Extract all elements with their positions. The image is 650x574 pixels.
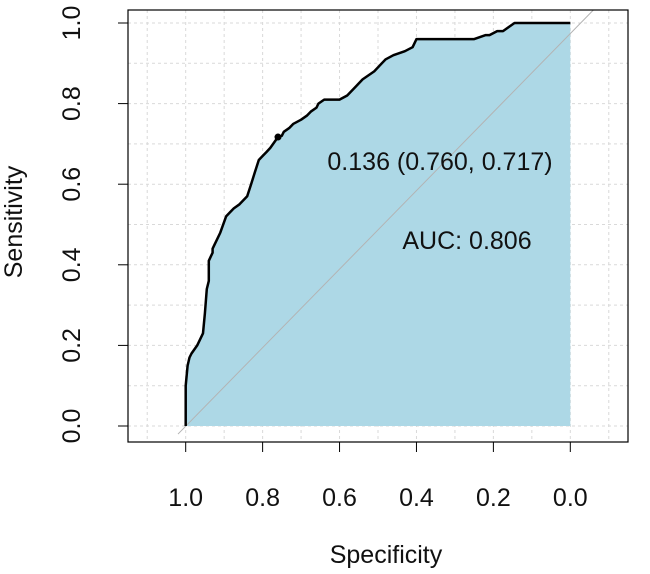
x-tick-label: 0.0 — [553, 484, 588, 512]
x-tick-label: 0.8 — [245, 484, 280, 512]
y-tick-label: 0.2 — [58, 328, 86, 363]
x-tick-label: 0.2 — [476, 484, 511, 512]
auc-annotation: AUC: 0.806 — [402, 227, 531, 255]
plot-frame — [127, 9, 629, 443]
roc-area-layer — [177, 9, 594, 435]
y-tick-label: 1.0 — [58, 6, 86, 41]
y-tick-label: 0.4 — [58, 247, 86, 282]
best-threshold-point — [274, 133, 282, 141]
y-axis-title: Sensitivity — [0, 165, 28, 278]
x-axis-title: Specificity — [330, 541, 443, 569]
roc-curve-line — [184, 21, 571, 426]
y-tick-label: 0.0 — [58, 409, 86, 444]
y-tick-label: 0.8 — [58, 86, 86, 121]
y-axis-ticks: 0.0 0.2 0.4 0.6 0.8 1.0 — [58, 6, 128, 444]
x-tick-label: 1.0 — [168, 484, 203, 512]
threshold-annotation: 0.136 (0.760, 0.717) — [327, 148, 552, 176]
x-tick-label: 0.6 — [322, 484, 357, 512]
roc-area-fill — [185, 23, 571, 426]
x-tick-label: 0.4 — [399, 484, 434, 512]
x-axis-ticks: 1.0 0.8 0.6 0.4 0.2 0.0 — [168, 442, 588, 512]
chance-diagonal-line — [177, 9, 594, 435]
y-tick-label: 0.6 — [58, 167, 86, 202]
